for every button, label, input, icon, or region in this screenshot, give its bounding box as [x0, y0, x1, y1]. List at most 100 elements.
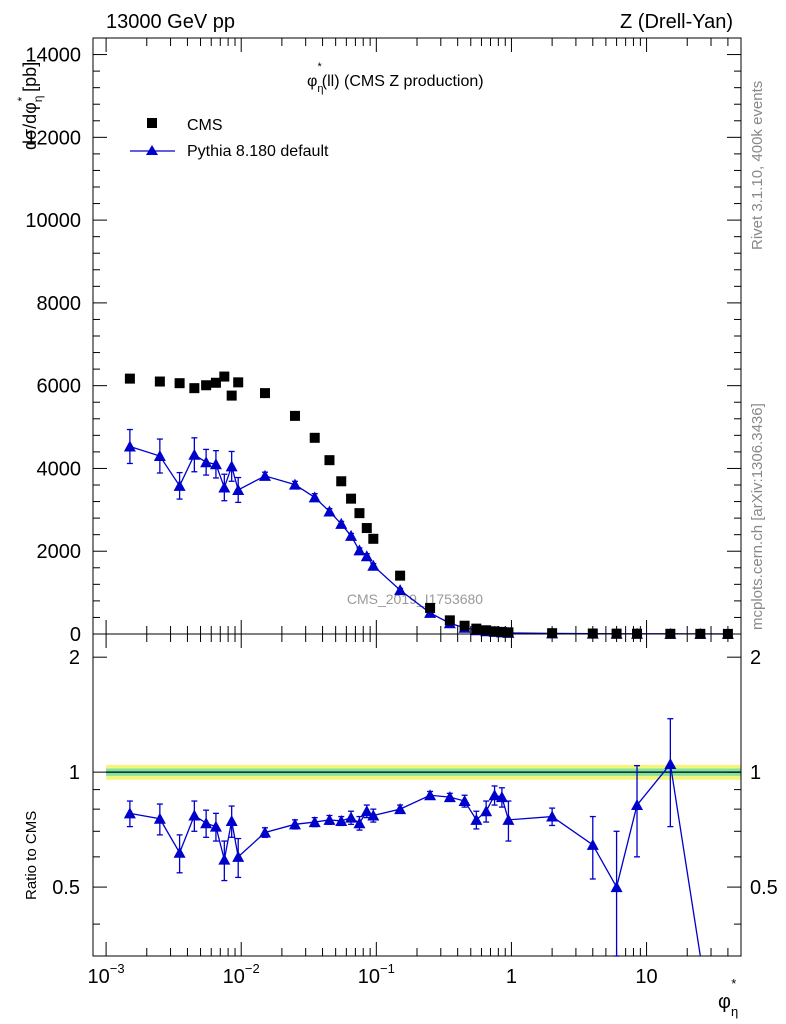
mc-ratio-point [610, 881, 623, 893]
main-y-tick-label: 2000 [37, 541, 82, 563]
mc-main-point [308, 491, 321, 503]
plot-title-sub: η [317, 83, 323, 95]
mc-main-point [225, 460, 238, 472]
ratio-y-label: Ratio to CMS [23, 811, 40, 900]
mc-ratio-point [308, 816, 321, 828]
cms-main-point [395, 570, 406, 581]
mc-ratio-line [129, 762, 701, 957]
x-tick-label: 1 [506, 966, 517, 988]
cms-main-point [154, 376, 165, 387]
mc-ratio-point [495, 791, 508, 803]
mc-main-point [123, 440, 136, 452]
cms-main-point [189, 383, 200, 394]
cms-main-point [354, 508, 365, 519]
mc-ratio-point [458, 795, 471, 807]
ratio-y-tick-label-right: 1 [750, 762, 761, 784]
mc-ratio-point [232, 850, 245, 862]
mc-ratio-point [209, 820, 222, 832]
mc-ratio-point [123, 807, 136, 819]
mc-ratio-point [259, 826, 272, 838]
cms-main-point [324, 455, 335, 466]
mc-main-point [394, 584, 407, 596]
cms-main-point [174, 378, 185, 389]
ratio-y-tick-label-left: 2 [69, 647, 80, 669]
cms-main-point [547, 628, 558, 639]
ratio-y-tick-label-left: 1 [69, 762, 80, 784]
cms-main-point [201, 380, 212, 391]
cms-main-point [503, 627, 514, 638]
legend: CMS Pythia 8.180 default [130, 117, 329, 160]
mc-ratio-point [488, 789, 501, 801]
main-axis-ticks [93, 37, 742, 635]
mc-ratio-point [631, 799, 644, 811]
mc-main-point [200, 456, 213, 468]
mc-main-point [209, 458, 222, 470]
ratio-axis-ticks [93, 634, 742, 956]
cms-main-point [289, 410, 300, 421]
cms-main-point [444, 615, 455, 626]
mc-ratio-point [345, 811, 358, 823]
cms-main-point [219, 371, 230, 382]
x-tick-label: 10−2 [223, 961, 260, 988]
mc-main-point [153, 450, 166, 462]
ratio-uncertainty-band [106, 764, 741, 780]
mc-ratio-point [546, 810, 559, 822]
plot-title-rest: (ll) (CMS Z production) [322, 73, 484, 90]
main-y-tick-label: 0 [70, 624, 81, 646]
mc-series-ratio [123, 718, 701, 957]
mc-main-point [288, 478, 301, 490]
main-y-tick-label: 14000 [25, 45, 81, 67]
mc-main-point [353, 544, 366, 556]
cms-main-point [368, 533, 379, 544]
x-tick-labels: 10−3 10−2 10−1 1 10 [88, 961, 658, 988]
cms-main-point [459, 620, 470, 631]
mc-ratio-point [188, 809, 201, 821]
cms-main-point [489, 626, 500, 637]
plot-title-base: φ [307, 73, 317, 90]
mc-ratio-point [288, 818, 301, 830]
cms-main-point [346, 493, 357, 504]
cms-main-point [361, 523, 372, 534]
x-tick-label: 10 [635, 966, 657, 988]
cms-main-point [309, 432, 320, 443]
main-y-label: dσ/dφη* [pb] [15, 62, 45, 150]
header-right: Z (Drell-Yan) [620, 11, 733, 33]
mc-main-point [173, 479, 186, 491]
mc-main-point [323, 505, 336, 517]
legend-mc-marker [146, 145, 158, 155]
ratio-panel-frame [92, 633, 742, 957]
x-tick-label: 10−3 [88, 961, 125, 988]
mc-ratio-point [173, 846, 186, 858]
mc-ratio-point [664, 758, 677, 770]
mc-main-point [345, 529, 358, 541]
mc-ratio-point [394, 803, 407, 815]
header-left: 13000 GeV pp [106, 11, 235, 33]
main-y-tick-label: 6000 [37, 376, 82, 398]
mc-ratio-point [323, 813, 336, 825]
ratio-y-tick-label-right: 2 [750, 647, 761, 669]
cms-main-point [481, 625, 492, 636]
mc-ratio-point [153, 812, 166, 824]
mc-ratio-point [360, 805, 373, 817]
main-y-tick-labels: 0 2000 4000 6000 8000 10000 12000 14000 [25, 45, 81, 646]
mc-ratio-point [335, 814, 348, 826]
mc-main-point [259, 469, 272, 481]
mc-ratio-point [200, 817, 213, 829]
x-tick-label: 10−1 [358, 961, 395, 988]
rivet-label: Rivet 3.1.10, 400k events [749, 81, 766, 250]
mc-ratio-point [424, 789, 437, 801]
mc-main-point [188, 448, 201, 460]
mc-ratio-point [225, 814, 238, 826]
mc-ratio-point [502, 813, 515, 825]
mc-ratio-point [367, 809, 380, 821]
plot-title-sup: * [318, 61, 323, 73]
ratio-y-tick-label-left: 0.5 [52, 877, 80, 899]
plot-title: φη *(ll) (CMS Z production) [307, 61, 484, 95]
mc-main-point [335, 517, 348, 529]
cms-main-point [471, 623, 482, 634]
cms-main-point [260, 388, 271, 399]
main-y-tick-label: 4000 [37, 458, 82, 480]
mc-main-point [218, 481, 231, 493]
legend-mc-label: Pythia 8.180 default [187, 143, 329, 160]
cms-main-point [124, 373, 135, 384]
